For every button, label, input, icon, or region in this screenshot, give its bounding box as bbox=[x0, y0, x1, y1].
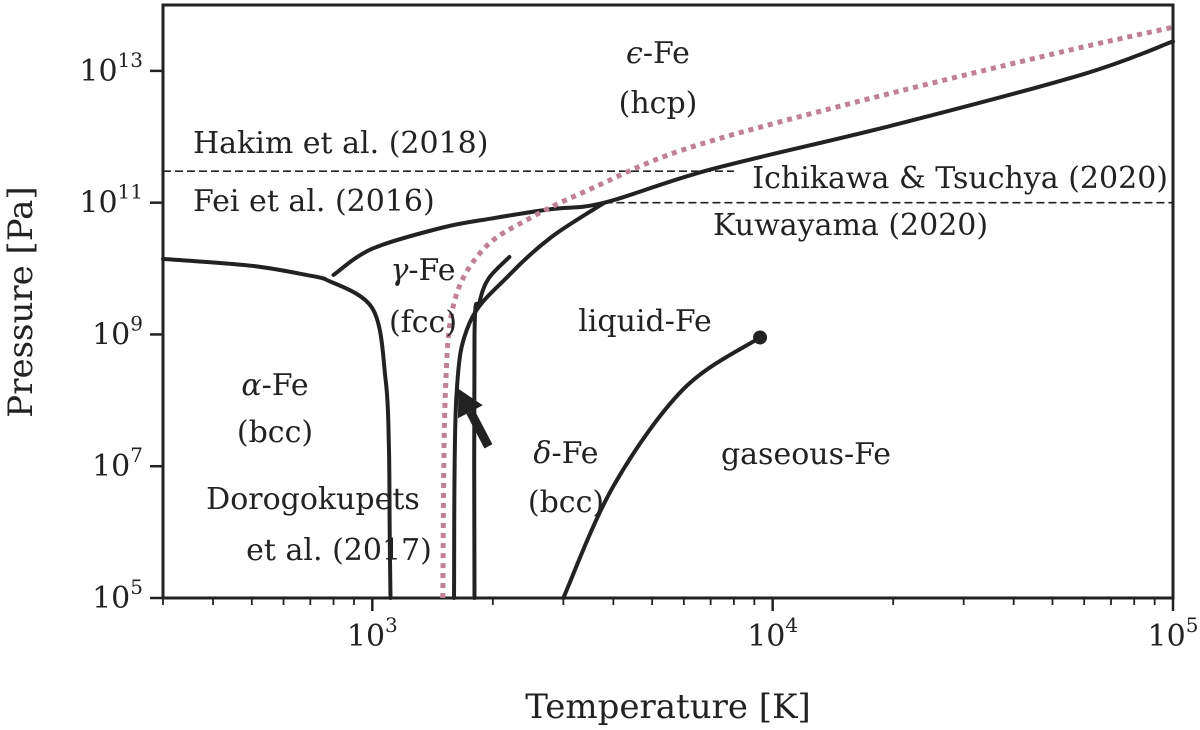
critical-point-marker bbox=[753, 330, 768, 345]
dorogokupets-line-2: et al. (2017) bbox=[246, 533, 432, 568]
epsilon-symbol: ϵ bbox=[626, 36, 643, 71]
annotation-liquid-fe: liquid-Fe bbox=[578, 304, 712, 339]
dorogokupets-line-1: Dorogokupets bbox=[206, 482, 420, 517]
annotation-alpha-fe: α-Fe (bcc) bbox=[237, 368, 313, 450]
annotation-kuwayama: Kuwayama (2020) bbox=[713, 208, 988, 243]
x-tick-label-2: 105 bbox=[1148, 613, 1199, 654]
phase-boundary-line-1 bbox=[322, 276, 393, 600]
y-tick-label-3: 1011 bbox=[79, 180, 143, 221]
phase-boundary-line-4 bbox=[472, 255, 512, 600]
delta-structure: (bcc) bbox=[528, 485, 604, 520]
epsilon-name: -Fe bbox=[643, 36, 690, 71]
annotation-hakim: Hakim et al. (2018) bbox=[193, 126, 488, 161]
x-axis-title: Temperature [K] bbox=[525, 687, 810, 727]
delta-name: -Fe bbox=[551, 436, 598, 471]
y-axis-title: Pressure [Pa] bbox=[1, 186, 41, 417]
annotation-fei: Fei et al. (2016) bbox=[193, 184, 435, 219]
epsilon-structure: (hcp) bbox=[619, 86, 698, 121]
annotation-gaseous-fe: gaseous-Fe bbox=[721, 437, 891, 472]
svg-text:δ-Fe: δ-Fe bbox=[533, 436, 598, 471]
phase-boundary-line-0 bbox=[161, 256, 327, 281]
x-tick-label-1: 104 bbox=[747, 613, 798, 654]
alpha-symbol: α bbox=[241, 368, 261, 403]
delta-symbol: δ bbox=[533, 436, 551, 471]
gamma-name: -Fe bbox=[408, 253, 455, 288]
phase-boundary-line-2 bbox=[331, 39, 1175, 277]
series-layer bbox=[161, 24, 1175, 600]
y-tick-label-2: 109 bbox=[92, 311, 143, 352]
annotation-ichikawa: Ichikawa & Tsuchya (2020) bbox=[752, 161, 1168, 196]
svg-text:γ-Fe: γ-Fe bbox=[390, 253, 455, 288]
plot-frame bbox=[161, 3, 1175, 600]
y-tick-label-0: 105 bbox=[92, 575, 143, 616]
y-tick-label-4: 1013 bbox=[79, 48, 143, 89]
annotation-delta-fe: δ-Fe (bcc) bbox=[528, 436, 604, 520]
annotation-gamma-fe: γ-Fe (fcc) bbox=[389, 253, 457, 340]
ticks-layer: 103 104 105 105 107 109 1011 1013 bbox=[79, 48, 1198, 654]
alpha-structure: (bcc) bbox=[237, 415, 313, 450]
phase-boundary-line-3 bbox=[452, 200, 607, 600]
gamma-structure: (fcc) bbox=[389, 305, 457, 340]
x-tick-label-0: 103 bbox=[347, 613, 398, 654]
phase-boundary-line-5 bbox=[561, 335, 762, 600]
svg-text:ϵ-Fe: ϵ-Fe bbox=[626, 36, 690, 71]
gamma-symbol: γ bbox=[390, 253, 408, 288]
alpha-name: -Fe bbox=[262, 368, 309, 403]
arrow-head bbox=[457, 388, 483, 419]
dotted-boundary-line bbox=[440, 24, 1174, 599]
annotation-dorogokupets: Dorogokupets et al. (2017) bbox=[206, 482, 432, 568]
y-tick-label-1: 107 bbox=[92, 443, 143, 484]
svg-text:α-Fe: α-Fe bbox=[241, 368, 308, 403]
annotation-epsilon-fe: ϵ-Fe (hcp) bbox=[619, 36, 698, 121]
arrow-shaft bbox=[466, 409, 493, 449]
